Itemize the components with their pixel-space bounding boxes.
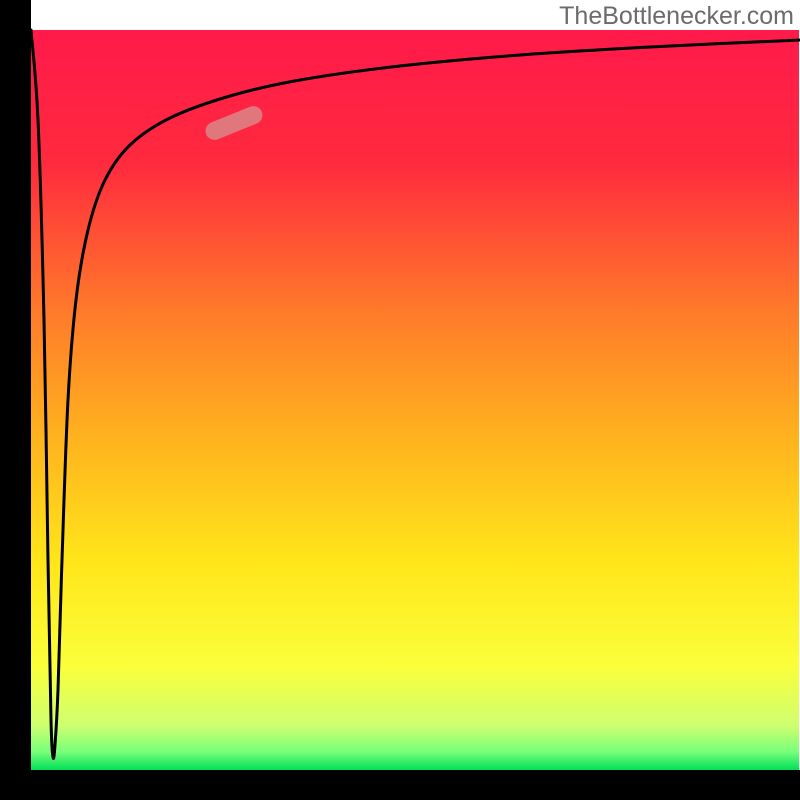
watermark-text: TheBottlenecker.com [559, 2, 794, 31]
frame-left [0, 0, 31, 800]
plot-background [31, 30, 799, 770]
frame-bottom [0, 770, 800, 800]
chart-svg [0, 0, 800, 800]
